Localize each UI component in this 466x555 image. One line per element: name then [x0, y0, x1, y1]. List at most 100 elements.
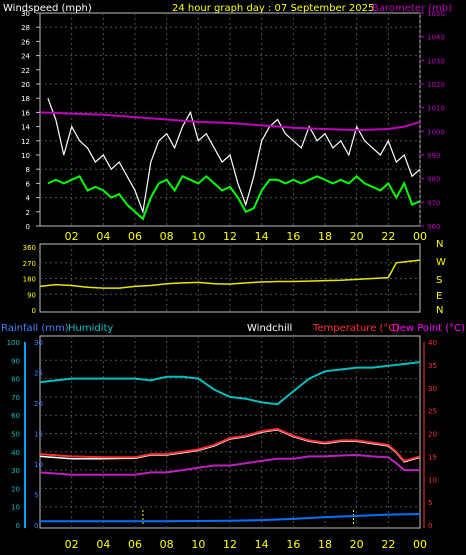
panel1-left-tick-label: 24: [21, 53, 30, 61]
panel3-x-tick-label: 12: [223, 538, 237, 551]
panel1-left-tick-label: 2: [26, 209, 30, 217]
panel2-left-tick-label: 0: [32, 307, 36, 315]
compass-label: N: [436, 239, 443, 250]
temperature-tick-label: 35: [428, 362, 437, 370]
panel1-x-tick-label: 18: [318, 230, 332, 243]
panel3-x-tick-label: 20: [350, 538, 364, 551]
panel3-x-tick-label: 02: [65, 538, 79, 551]
panel2-left-tick-label: 90: [27, 291, 36, 299]
panel1-x-tick-label: 00: [413, 230, 427, 243]
rainfall-tick-label: 0: [34, 522, 38, 530]
panel1-x-tick-label: 06: [128, 230, 142, 243]
temperature-tick-label: 20: [428, 431, 437, 439]
barometer-line: [39, 111, 421, 132]
panel1-x-tick-label: 20: [350, 230, 364, 243]
temperature-tick-label: 15: [428, 453, 437, 461]
panel3-x-tick-label: 08: [160, 538, 174, 551]
temperature-label: Temperature (°C): [312, 323, 399, 334]
humidity-tick-label: 90: [11, 357, 20, 365]
panel1-x-tick-label: 16: [286, 230, 300, 243]
rainfall-tick-label: 10: [34, 461, 43, 469]
panel1-left-tick-label: 10: [21, 152, 30, 160]
humidity-tick-label: 10: [11, 504, 20, 512]
humidity-tick-label: 80: [11, 376, 20, 384]
compass-label: S: [436, 275, 442, 286]
panel3-x-tick-label: 00: [413, 538, 427, 551]
compass-label: W: [436, 257, 446, 268]
wind-avg-line: [47, 174, 421, 221]
humidity-tick-label: 60: [11, 412, 20, 420]
temperature-tick-label: 40: [428, 339, 437, 347]
humidity-tick-label: 50: [11, 431, 20, 439]
panel1-left-tick-label: 18: [21, 95, 30, 103]
temperature-tick-label: 5: [428, 499, 432, 507]
panel1-right-tick-label: 1040: [427, 34, 445, 42]
panel3-x-tick-label: 04: [96, 538, 110, 551]
compass-label: E: [436, 291, 442, 302]
panel1-left-tick-label: 6: [26, 180, 31, 188]
panel1-right-tick-label: 990: [427, 152, 440, 160]
rainfall-tick-label: 15: [34, 431, 43, 439]
panel2-left-tick-label: 360: [23, 244, 36, 252]
panel1-left-tick-label: 4: [26, 195, 31, 203]
panel1-left-tick-label: 8: [26, 166, 30, 174]
windspeed-label: Windspeed (mph): [3, 3, 92, 14]
humidity-label: Humidity: [68, 323, 113, 334]
panel1-right-tick-label: 1050: [427, 10, 445, 18]
panel1-x-tick-label: 10: [191, 230, 205, 243]
graph-title: 24 hour graph day : 07 September 2025: [172, 3, 374, 14]
panel1-x-tick-label: 08: [160, 230, 174, 243]
panel1-left-tick-label: 28: [21, 24, 30, 32]
compass-label: N: [436, 305, 443, 316]
rainfall-line: [40, 513, 421, 523]
humidity-line: [39, 361, 421, 406]
barometer-label: Barometer (mb): [372, 3, 452, 14]
panel1-right-tick-label: 980: [427, 176, 440, 184]
panel1-right-tick-label: 970: [427, 199, 440, 207]
humidity-tick-label: 20: [11, 485, 20, 493]
panel3-x-tick-label: 06: [128, 538, 142, 551]
wind-gust-line: [47, 97, 421, 215]
dewpoint-label: Dew Point (°C): [392, 323, 465, 334]
panel1-left-tick-label: 14: [21, 124, 30, 132]
panel3-x-tick-label: 16: [286, 538, 300, 551]
panel1-right-tick-label: 1020: [427, 81, 445, 89]
temperature-line: [39, 427, 421, 463]
panel3-x-tick-label: 14: [255, 538, 269, 551]
panel1-left-tick-label: 26: [21, 38, 30, 46]
panel1-left-tick-label: 22: [21, 67, 30, 75]
rainfall-tick-label: 5: [34, 492, 38, 500]
rainfall-tick-label: 20: [34, 400, 43, 408]
temperature-tick-label: 30: [428, 385, 437, 393]
panel3-x-tick-label: 22: [381, 538, 395, 551]
panel1-right-tick-label: 960: [427, 223, 440, 231]
panel3-x-tick-label: 10: [191, 538, 205, 551]
panel1-right-tick-label: 1030: [427, 57, 445, 65]
panel1-x-tick-label: 02: [65, 230, 79, 243]
humidity-tick-label: 30: [11, 467, 20, 475]
panel2-left-tick-label: 270: [23, 260, 36, 268]
panel1-left-tick-label: 0: [26, 223, 30, 231]
panel3-x-tick-label: 18: [318, 538, 332, 551]
panel1-x-tick-label: 22: [381, 230, 395, 243]
panel1-x-tick-label: 14: [255, 230, 269, 243]
rainfall-tick-label: 30: [34, 339, 43, 347]
panel1-x-tick-label: 04: [96, 230, 110, 243]
panel1-left-tick-label: 30: [21, 10, 30, 18]
humidity-tick-label: 40: [11, 449, 20, 457]
windchill-label: Windchill: [247, 323, 292, 334]
panel2-left-tick-label: 180: [23, 276, 36, 284]
humidity-tick-label: 70: [11, 394, 20, 402]
humidity-tick-label: 100: [7, 339, 20, 347]
temperature-tick-label: 25: [428, 408, 437, 416]
panel1-right-tick-label: 1010: [427, 105, 445, 113]
panel1-x-tick-label: 12: [223, 230, 237, 243]
dewpoint-line: [39, 453, 420, 476]
temperature-tick-label: 10: [428, 476, 437, 484]
panel1-left-tick-label: 12: [21, 138, 30, 146]
rainfall-tick-label: 25: [34, 370, 43, 378]
rainfall-label: Rainfall (mm): [1, 323, 69, 334]
temperature-tick-label: 0: [428, 522, 432, 530]
humidity-tick-label: 0: [16, 522, 20, 530]
